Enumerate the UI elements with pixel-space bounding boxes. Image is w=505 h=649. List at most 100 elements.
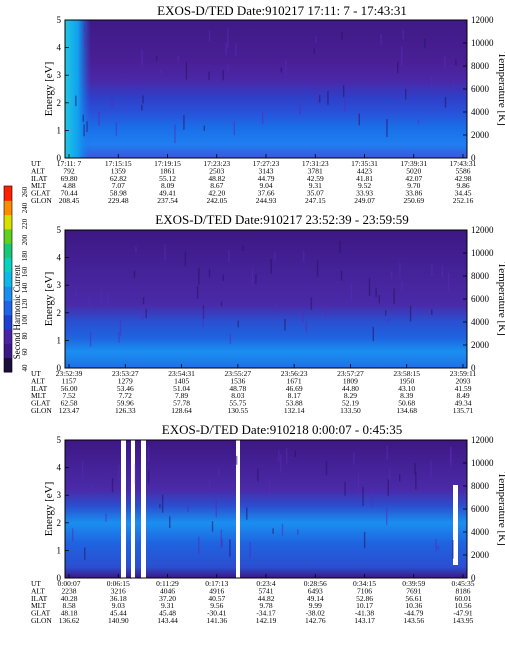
spectrogram-streak xyxy=(82,114,84,122)
spectrogram-streak xyxy=(388,468,391,481)
ephemeris-value: 135.71 xyxy=(453,406,474,415)
ephemeris-value: 9.70 xyxy=(407,181,420,190)
ephemeris-value: 237.54 xyxy=(157,196,178,205)
spectrogram-streak xyxy=(273,251,276,262)
ephemeris-row-label: GLAT xyxy=(31,189,51,198)
ephemeris-value: 4046 xyxy=(160,586,175,595)
energy-tick-label: 3 xyxy=(57,280,62,290)
ephemeris-value: 229.48 xyxy=(108,196,129,205)
colorbar-tick: 260 xyxy=(21,186,29,197)
colorbar-swatch xyxy=(4,186,12,201)
spectrogram-streak xyxy=(395,93,398,98)
temperature-tick-label: 2000 xyxy=(471,340,490,350)
spectrogram-streak xyxy=(280,454,282,473)
ephemeris-value: 1536 xyxy=(230,376,245,385)
spectrogram-streak xyxy=(83,25,86,33)
spectrogram-streak xyxy=(452,540,454,559)
temperature-tick-label: 10000 xyxy=(471,38,494,48)
spectrogram-streak xyxy=(208,479,211,490)
spectrogram-streak xyxy=(390,270,393,279)
spectrogram-streak xyxy=(111,477,114,493)
ephemeris-value: 0:17:13 xyxy=(205,579,228,588)
spectrogram-streak xyxy=(375,287,377,298)
ephemeris-value: 53.46 xyxy=(117,384,134,393)
spectrogram-streak xyxy=(409,305,412,322)
spectrogram-streak xyxy=(83,124,85,137)
colorbar-swatch xyxy=(4,343,12,359)
ephemeris-value: 44.80 xyxy=(342,384,359,393)
spectrogram-streak xyxy=(341,32,343,40)
ephemeris-value: 59.96 xyxy=(117,399,134,408)
spectrogram-streak xyxy=(88,296,91,308)
spectrogram-streak xyxy=(281,523,284,536)
spectrogram-streak xyxy=(315,36,317,43)
spectrogram-streak xyxy=(286,448,288,464)
temperature-tick-label: 0 xyxy=(471,573,476,583)
temperature-tick-label: 12000 xyxy=(471,225,494,235)
ephemeris-value: 133.50 xyxy=(340,406,361,415)
spectrogram-streak xyxy=(294,450,296,458)
ephemeris-value: 23:53:27 xyxy=(112,369,139,378)
spectrogram-streak xyxy=(242,245,244,252)
ephemeris-row-label: ALT xyxy=(31,376,45,385)
spectrogram-streak xyxy=(75,95,77,107)
ephemeris-value: 2238 xyxy=(62,586,77,595)
spectrogram-streak xyxy=(299,104,301,115)
ephemeris-value: 123.47 xyxy=(59,406,80,415)
spectrogram-streak xyxy=(302,311,304,323)
spectrogram-streak xyxy=(177,55,180,63)
spectrogram-streak xyxy=(71,528,74,542)
ephemeris-value: 8.58 xyxy=(62,601,75,610)
spectrogram-streak xyxy=(159,503,161,509)
ephemeris-value: 7.07 xyxy=(112,181,125,190)
ephemeris-value: 70.44 xyxy=(61,189,78,198)
spectrogram-streak xyxy=(246,507,248,520)
ephemeris-value: 9.99 xyxy=(309,601,322,610)
spectrogram-streak xyxy=(272,528,274,534)
spectrogram-streak xyxy=(208,71,210,81)
ephemeris-value: 0:06:15 xyxy=(107,579,130,588)
spectrogram-streak xyxy=(450,446,452,463)
ephemeris-value: 10.17 xyxy=(356,601,373,610)
ephemeris-value: 142.76 xyxy=(305,616,326,625)
spectrogram-streak xyxy=(84,35,87,47)
ephemeris-value: 7106 xyxy=(357,586,372,595)
panel-title: EXOS-D/TED Date:910217 17:11: 7 - 17:43:… xyxy=(157,3,407,18)
spectrogram-streak xyxy=(285,59,287,77)
spectrogram-streak xyxy=(183,115,185,130)
ephemeris-value: 8.09 xyxy=(161,181,174,190)
ephemeris-value: 17:19:15 xyxy=(154,159,181,168)
ephemeris-value: 44.82 xyxy=(258,594,275,603)
spectrogram-streak xyxy=(378,295,381,304)
ephemeris-value: 42.07 xyxy=(405,174,422,183)
ephemeris-value: 41.59 xyxy=(455,384,472,393)
ephemeris-value: 43.10 xyxy=(398,384,415,393)
ephemeris-value: 1279 xyxy=(118,376,133,385)
colorbar-swatch xyxy=(4,314,12,330)
ephemeris-row-label: MLT xyxy=(31,601,47,610)
temperature-tick-label: 4000 xyxy=(471,317,490,327)
ephemeris-value: 7.72 xyxy=(119,391,132,400)
ephemeris-row-label: MLT xyxy=(31,181,47,190)
ephemeris-value: 3143 xyxy=(259,166,274,175)
spectrogram-streak xyxy=(133,270,136,279)
temperature-tick-label: 0 xyxy=(471,363,476,373)
ephemeris-value: 17:39:31 xyxy=(400,159,427,168)
ephemeris-value: 45.48 xyxy=(159,609,176,618)
spectrogram-streak xyxy=(218,467,220,477)
panel-title: EXOS-D/TED Date:910217 23:52:39 - 23:59:… xyxy=(155,212,408,227)
spectrogram-streak xyxy=(431,309,433,316)
ephemeris-value: 17:43:31 xyxy=(450,159,477,168)
temperature-tick-label: 6000 xyxy=(471,504,490,514)
temperature-tick-label: 0 xyxy=(471,153,476,163)
spectrogram-streak xyxy=(350,283,353,301)
colorbar-swatch xyxy=(4,257,12,273)
spectrogram-streak xyxy=(135,246,137,253)
spectrogram-streak xyxy=(161,494,164,513)
spectrogram-streak xyxy=(386,508,388,525)
spectrogram-streak xyxy=(118,464,120,481)
energy-tick-label: 5 xyxy=(57,435,62,445)
ephemeris-value: 8.67 xyxy=(210,181,223,190)
spectrogram-streak xyxy=(208,268,211,278)
